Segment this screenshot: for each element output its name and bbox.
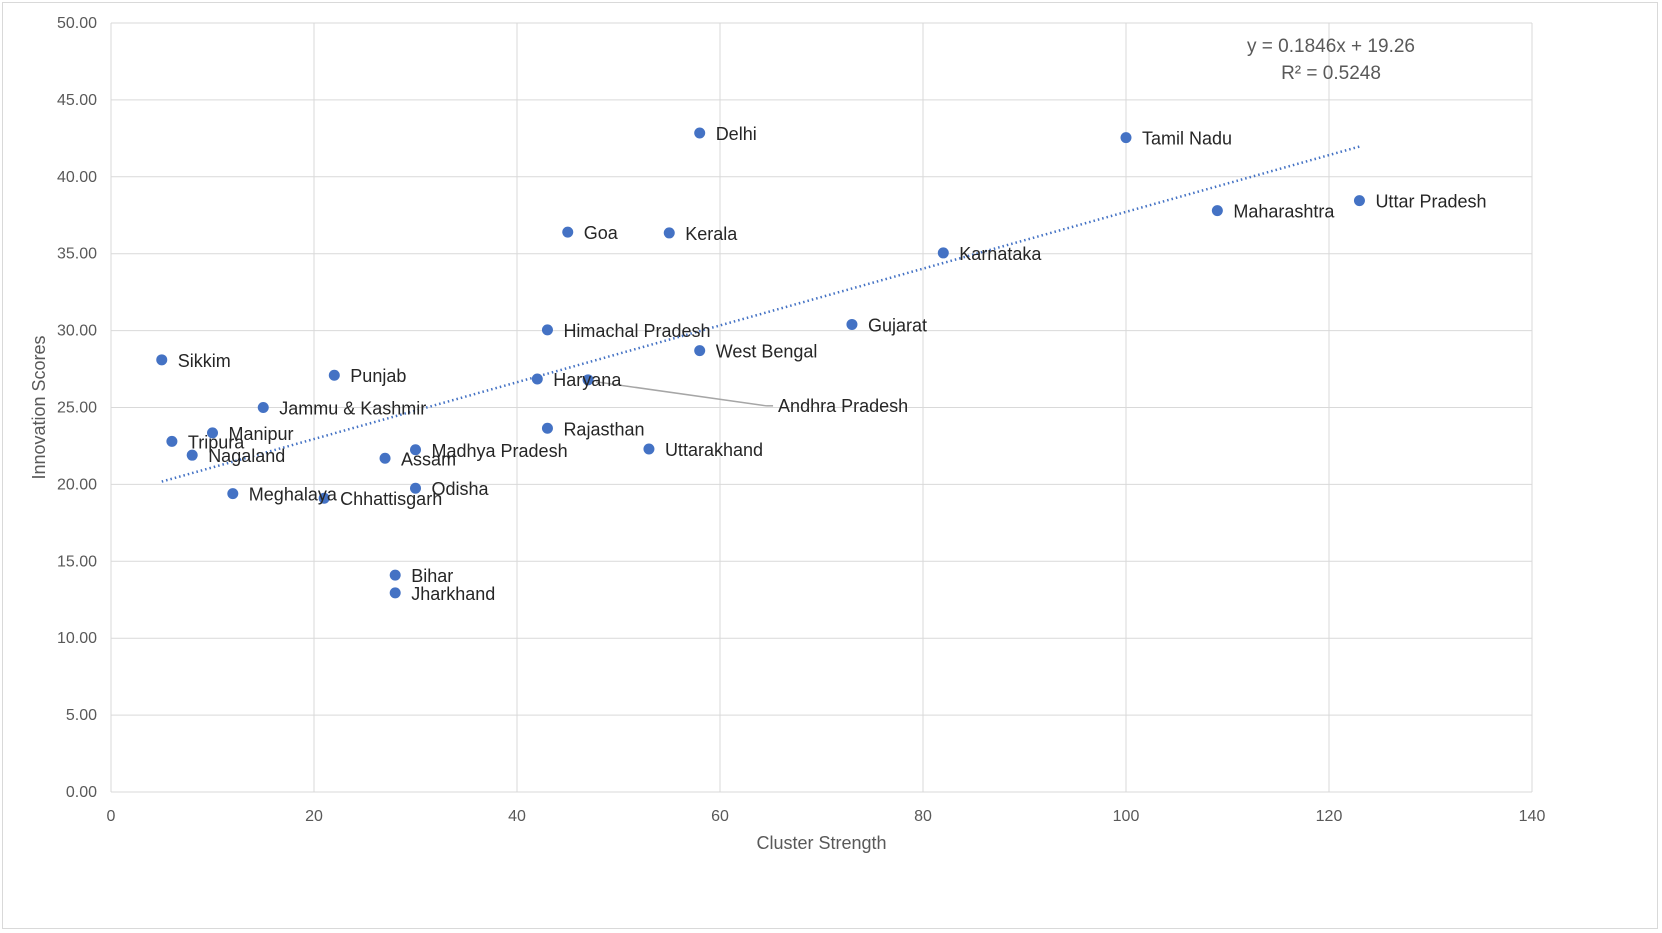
- point-label: Maharashtra: [1233, 202, 1335, 222]
- point-label: Jammu & Kashmir: [279, 399, 426, 419]
- data-point: [207, 427, 218, 439]
- point-label: Jharkhand: [411, 584, 495, 604]
- point-label: Punjab: [350, 366, 406, 386]
- x-tick-label: 120: [1316, 808, 1343, 825]
- point-label: Tamil Nadu: [1142, 129, 1232, 149]
- point-label: Karnataka: [959, 244, 1042, 264]
- data-point: [531, 373, 543, 385]
- point-label: Haryana: [553, 370, 622, 390]
- point-label: Uttar Pradesh: [1375, 192, 1486, 212]
- data-point: [379, 452, 391, 464]
- x-tick-label: 0: [107, 808, 116, 825]
- trendline-r-squared: R² = 0.5248: [1281, 63, 1381, 84]
- point-label: Uttarakhand: [665, 440, 763, 460]
- y-tick-label: 35.00: [57, 246, 97, 263]
- data-point: [582, 374, 594, 386]
- y-tick-label: 30.00: [57, 323, 97, 340]
- data-point: [257, 402, 269, 413]
- point-label: Meghalaya: [249, 485, 338, 505]
- point-label: Madhya Pradesh: [432, 441, 568, 461]
- point-label: Assam: [401, 449, 456, 469]
- data-point: [663, 227, 675, 239]
- data-point: [186, 449, 198, 461]
- data-point: [694, 127, 706, 139]
- data-point: [562, 226, 574, 238]
- data-point: [1211, 205, 1223, 217]
- point-label: Manipur: [229, 424, 294, 444]
- x-axis-title: Cluster Strength: [756, 833, 886, 853]
- point-label: Rajasthan: [563, 419, 644, 439]
- point-label: Gujarat: [868, 315, 927, 335]
- x-tick-label: 60: [711, 808, 729, 825]
- point-label: Himachal Pradesh: [563, 321, 710, 341]
- data-point: [389, 569, 401, 581]
- leader-lines: [595, 381, 774, 407]
- data-point: [541, 324, 553, 336]
- point-label: Goa: [584, 223, 619, 243]
- point-label: Andhra Pradesh: [778, 396, 908, 416]
- trendline: [161, 145, 1360, 483]
- x-tick-label: 20: [305, 808, 323, 825]
- point-label: Nagaland: [208, 446, 285, 466]
- data-point: [156, 354, 168, 366]
- gridlines: [110, 22, 1533, 793]
- data-point: [389, 587, 401, 599]
- x-tick-label: 100: [1113, 808, 1140, 825]
- point-label: Bihar: [411, 566, 453, 586]
- point-label: Odisha: [432, 479, 490, 499]
- x-tick-label: 140: [1519, 808, 1546, 825]
- point-labels: Delhi Tamil Nadu Uttar Pradesh Maharashtra G…: [178, 124, 1487, 604]
- y-axis-title: Innovation Scores: [29, 335, 49, 479]
- y-tick-label: 20.00: [57, 476, 97, 493]
- scatter-chart: 0.00 5.00 10.00 15.00 20.00 25.00 30.00 35.00 40…: [29, 15, 1546, 853]
- data-point: [694, 345, 706, 357]
- point-label: Chhattisgarh: [340, 489, 442, 509]
- point-label: Sikkim: [178, 351, 231, 371]
- data-point: [846, 318, 858, 330]
- y-tick-label: 25.00: [57, 400, 97, 417]
- y-tick-label: 0.00: [66, 784, 97, 801]
- data-point: [328, 369, 340, 381]
- x-tick-label: 80: [914, 808, 932, 825]
- y-tick-label: 40.00: [57, 169, 97, 186]
- y-tick-label: 50.00: [57, 15, 97, 32]
- trendline-equation: y = 0.1846x + 19.26: [1247, 36, 1415, 57]
- data-point: [1353, 195, 1365, 207]
- x-tick-label: 40: [508, 808, 526, 825]
- data-point: [227, 488, 239, 500]
- point-label: Delhi: [716, 124, 757, 144]
- data-point: [541, 422, 553, 434]
- data-point: [643, 443, 655, 455]
- leader-line: [595, 381, 767, 407]
- y-tick-label: 15.00: [57, 553, 97, 570]
- y-tick-label: 45.00: [57, 92, 97, 109]
- point-label: Tripura: [188, 432, 245, 452]
- y-tick-label: 5.00: [66, 707, 97, 724]
- y-axis-ticks: 0.00 5.00 10.00 15.00 20.00 25.00 30.00 35.00 40…: [57, 15, 97, 801]
- point-label: Kerala: [685, 224, 738, 244]
- data-point: [937, 247, 949, 259]
- data-point: [410, 444, 421, 456]
- data-point: [166, 435, 178, 447]
- y-tick-label: 10.00: [57, 630, 97, 647]
- point-label: West Bengal: [716, 342, 818, 362]
- data-points: [156, 127, 1365, 599]
- data-point: [1120, 132, 1132, 144]
- data-point: [410, 482, 421, 494]
- x-axis-ticks: 0 20 40 60 80 100 120 140: [107, 808, 1546, 825]
- data-point: [318, 492, 330, 504]
